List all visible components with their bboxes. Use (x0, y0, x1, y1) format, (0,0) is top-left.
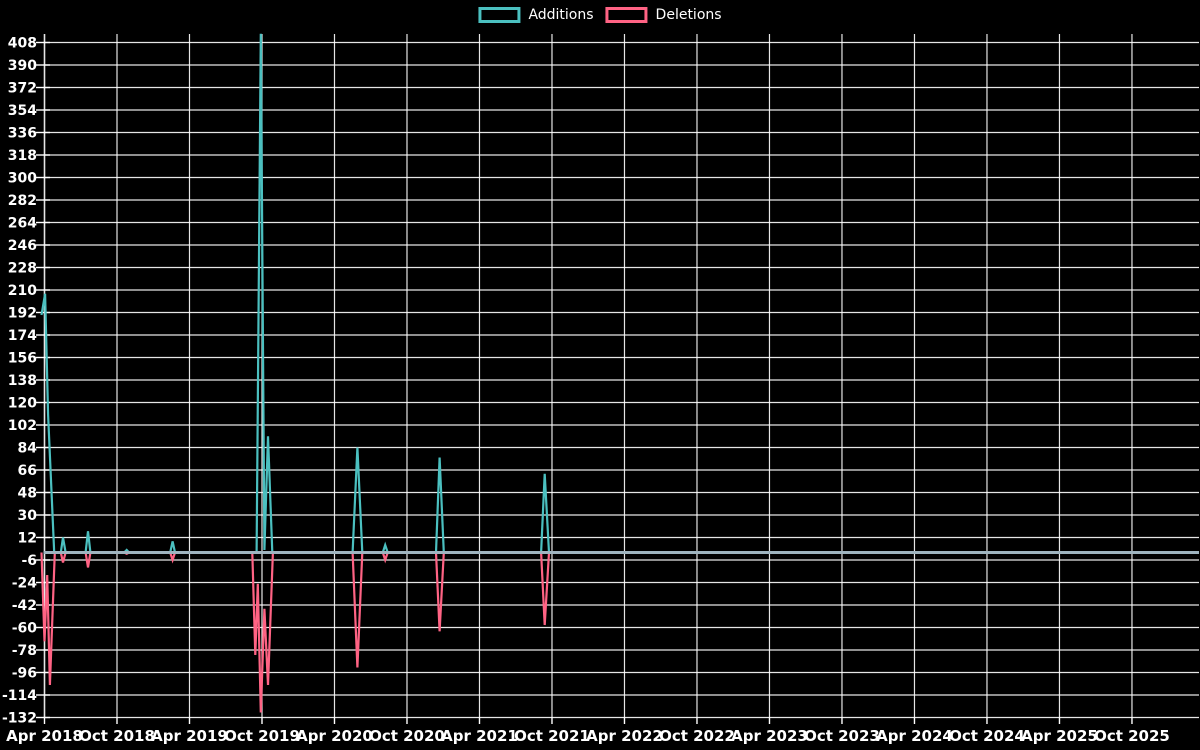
y-tick-label: 192 (8, 306, 37, 322)
y-tick-label: -24 (12, 576, 38, 592)
chart-legend: Additions Deletions (478, 7, 722, 23)
x-tick-label: Apr 2023 (731, 727, 808, 745)
x-tick-label: Oct 2025 (1094, 727, 1170, 745)
legend-item-deletions[interactable]: Deletions (605, 7, 722, 23)
y-tick-label: -6 (21, 553, 37, 569)
x-tick-label: Apr 2022 (586, 727, 663, 745)
y-tick-label: -132 (2, 711, 37, 727)
y-tick-label: 138 (8, 373, 37, 389)
y-tick-label: 66 (18, 463, 37, 479)
legend-item-additions[interactable]: Additions (478, 7, 594, 23)
y-tick-label: 210 (8, 283, 37, 299)
y-tick-label: -60 (12, 621, 38, 637)
x-tick-label: Apr 2024 (876, 727, 953, 745)
x-tick-label: Apr 2021 (441, 727, 518, 745)
x-tick-label: Oct 2024 (949, 727, 1025, 745)
x-tick-label: Oct 2019 (224, 727, 300, 745)
x-tick-label: Oct 2021 (514, 727, 590, 745)
x-tick-label: Apr 2019 (151, 727, 228, 745)
y-tick-label: 372 (8, 81, 37, 97)
y-tick-label: -42 (12, 598, 37, 614)
y-tick-label: -114 (2, 688, 37, 704)
x-tick-label: Oct 2018 (79, 727, 155, 745)
deletions-swatch-icon (605, 7, 648, 23)
y-tick-label: 102 (8, 418, 37, 434)
deletions-line (40, 551, 1199, 713)
y-tick-label: 30 (18, 508, 38, 524)
y-tick-label: 354 (8, 103, 37, 119)
y-tick-label: -96 (12, 666, 37, 682)
y-tick-label: 84 (18, 441, 38, 457)
y-tick-label: 282 (8, 193, 37, 209)
y-tick-label: 12 (18, 531, 37, 547)
y-tick-label: 264 (8, 216, 37, 232)
y-tick-label: 48 (18, 486, 37, 502)
x-tick-label: Apr 2025 (1021, 727, 1098, 745)
x-tick-label: Oct 2020 (369, 727, 445, 745)
x-tick-label: Oct 2022 (659, 727, 735, 745)
y-tick-label: 156 (8, 351, 37, 367)
additions-line (40, 33, 1199, 554)
y-tick-label: -78 (12, 643, 37, 659)
y-tick-label: 408 (8, 36, 37, 52)
y-tick-label: 120 (8, 396, 37, 412)
y-tick-label: 390 (8, 58, 37, 74)
legend-label: Additions (528, 7, 594, 23)
x-tick-label: Oct 2023 (804, 727, 880, 745)
y-tick-label: 228 (8, 261, 37, 277)
x-tick-label: Apr 2018 (6, 727, 83, 745)
legend-label: Deletions (655, 7, 722, 23)
y-tick-label: 336 (8, 126, 37, 142)
y-tick-label: 300 (8, 171, 37, 187)
x-tick-label: Apr 2020 (296, 727, 373, 745)
y-tick-label: 246 (8, 238, 37, 254)
y-tick-label: 318 (8, 148, 37, 164)
y-tick-label: 174 (8, 328, 37, 344)
additions-swatch-icon (478, 7, 521, 23)
